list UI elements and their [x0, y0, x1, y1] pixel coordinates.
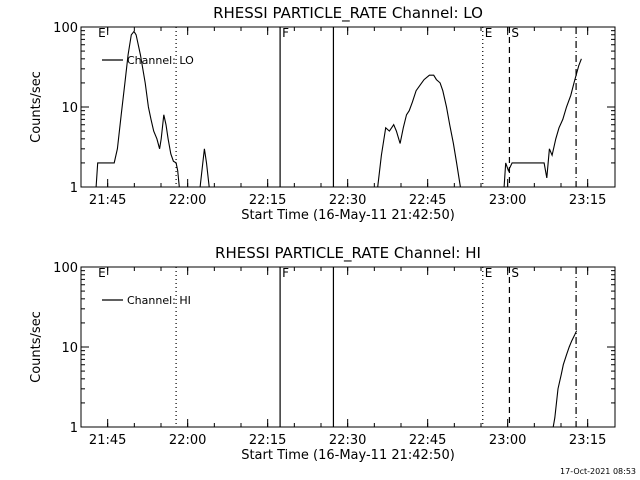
x-tick-label: 21:45 — [89, 433, 126, 448]
chart-title: RHESSI PARTICLE_RATE Channel: HI — [215, 244, 481, 263]
x-tick-label: 22:15 — [249, 433, 286, 448]
marker-label: E — [485, 26, 493, 40]
series-line — [503, 58, 582, 187]
series-line — [552, 330, 578, 427]
marker-label: S — [511, 266, 519, 280]
series-line — [377, 74, 461, 187]
y-axis-label: Counts/sec — [29, 311, 44, 383]
legend-label: Channel: LO — [127, 54, 194, 67]
y-tick-label: 10 — [61, 101, 78, 116]
x-axis-label: Start Time (16-May-11 21:42:50) — [241, 208, 455, 223]
x-tick-label: 22:00 — [169, 193, 206, 208]
x-tick-label: 22:45 — [409, 193, 446, 208]
marker-label: F — [282, 26, 289, 40]
y-tick-label: 100 — [53, 21, 78, 36]
x-tick-label: 23:15 — [569, 433, 606, 448]
panel-hi: RHESSI PARTICLE_RATE Channel: HI E F E S 1 10 1… — [29, 244, 616, 463]
marker-label: E — [485, 266, 493, 280]
chart-title: RHESSI PARTICLE_RATE Channel: LO — [213, 4, 483, 23]
panel-lo: RHESSI PARTICLE_RATE Channel: LOE F E S1101… — [29, 4, 616, 223]
plot-frame — [80, 266, 616, 428]
y-axis-label: Counts/sec — [29, 71, 44, 143]
marker-label: F — [282, 266, 289, 280]
series-line — [199, 148, 210, 187]
y-tick-label: 10 — [61, 341, 78, 356]
x-tick-label: 22:30 — [329, 433, 366, 448]
legend-label: Channel: HI — [127, 294, 191, 307]
x-tick-label: 23:15 — [569, 193, 606, 208]
marker-label: S — [511, 26, 519, 40]
x-tick-label: 22:45 — [409, 433, 446, 448]
y-tick-label: 100 — [53, 261, 78, 276]
marker-label: E — [98, 266, 106, 280]
x-tick-label: 23:00 — [489, 193, 526, 208]
x-axis-label: Start Time (16-May-11 21:42:50) — [241, 448, 455, 463]
y-tick-label: 1 — [70, 181, 78, 196]
x-tick-label: 21:45 — [89, 193, 126, 208]
x-tick-label: 22:15 — [249, 193, 286, 208]
series-line — [95, 30, 180, 187]
x-tick-label: 23:00 — [489, 433, 526, 448]
x-tick-label: 22:30 — [329, 193, 366, 208]
figure-timestamp: 17-Oct-2021 08:53 — [560, 467, 636, 476]
y-tick-label: 1 — [70, 421, 78, 436]
x-tick-label: 22:00 — [169, 433, 206, 448]
marker-label: E — [98, 26, 106, 40]
